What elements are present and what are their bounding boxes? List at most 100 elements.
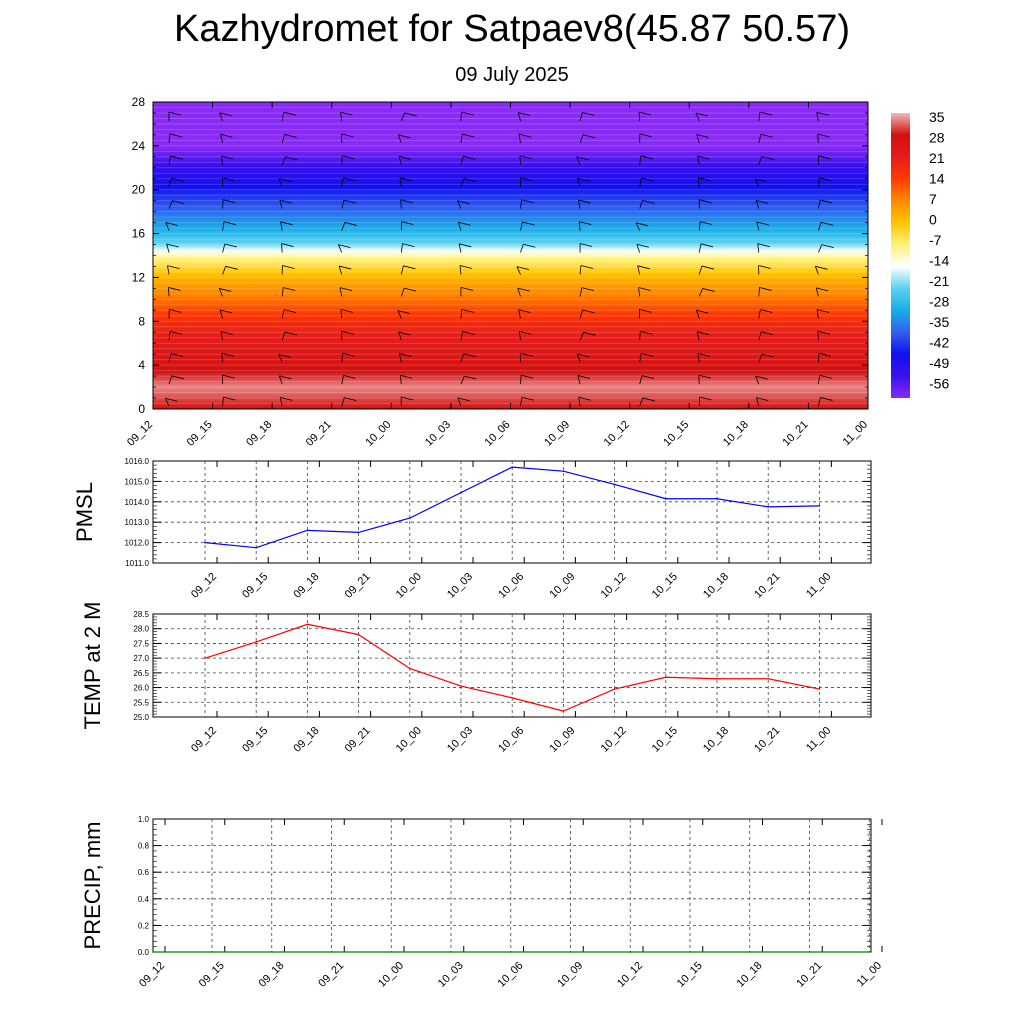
- wind-barb: [168, 155, 172, 165]
- data-point: [716, 677, 718, 680]
- y-tick-label: 0.0: [138, 948, 150, 957]
- wind-barb: [758, 156, 763, 165]
- x-tick-label: 09_18: [291, 571, 321, 601]
- wind-barb-flag: [339, 265, 352, 270]
- x-tick-label: 09_18: [257, 960, 287, 990]
- x-tick-label: 10_21: [752, 725, 782, 755]
- wind-barb-flag: [583, 331, 596, 336]
- x-tick-label: 09_15: [185, 419, 215, 449]
- wind-barb-flag: [579, 243, 593, 247]
- y-tick-label: 1.0: [138, 815, 150, 824]
- wind-barb: [397, 310, 402, 319]
- precip-panel: 0.0 0.2 0.4 0.6 0.8 1.0 09_12 09_15 09_18 09_21 10…: [80, 815, 884, 990]
- wind-barb: [636, 244, 641, 253]
- wind-barb-flag: [576, 353, 590, 358]
- wind-barb: [341, 375, 344, 385]
- wind-barb: [579, 332, 584, 341]
- wind-barb: [639, 397, 644, 407]
- wind-barb-flag: [221, 352, 234, 357]
- data-point: [818, 688, 821, 690]
- wind-barb-flag: [222, 199, 236, 204]
- wind-barb-flag: [279, 375, 292, 380]
- data-point: [357, 531, 360, 534]
- wind-barb-flag: [340, 309, 353, 313]
- data-point: [391, 951, 393, 953]
- wind-barb: [220, 331, 223, 341]
- wind-barb-flag: [168, 111, 181, 116]
- wind-barb-flag: [756, 397, 769, 401]
- wind-barb: [579, 112, 583, 122]
- wind-barb: [459, 265, 462, 275]
- wind-barb-flag: [642, 397, 655, 402]
- wind-barb-flag: [761, 156, 774, 160]
- wind-barb: [279, 397, 283, 407]
- wind-barb-flag: [516, 266, 529, 271]
- y-tick-label: 27.0: [133, 654, 149, 663]
- wind-barb-flag: [343, 177, 356, 182]
- wind-barb: [635, 222, 641, 231]
- data-point: [613, 688, 616, 690]
- colorbar-label: 21: [929, 150, 945, 166]
- wind-barb-flag: [339, 287, 353, 292]
- wind-barb: [281, 112, 285, 122]
- wind-barb-flag: [519, 155, 532, 160]
- wind-barb: [398, 331, 402, 341]
- wind-barb-flag: [641, 375, 655, 379]
- data-point: [665, 497, 667, 500]
- wind-barb: [460, 309, 463, 319]
- wind-barb: [695, 112, 700, 122]
- data-point: [562, 710, 565, 712]
- wind-barb: [696, 331, 700, 341]
- wind-barb: [576, 156, 581, 165]
- y-axis-label: PRECIP, mm: [80, 822, 105, 950]
- wind-barb-flag: [816, 287, 829, 292]
- wind-barb-flag: [518, 133, 532, 138]
- x-tick-label: 10_06: [496, 725, 526, 755]
- x-tick-label: 09_21: [343, 725, 373, 755]
- wind-barb: [518, 134, 521, 143]
- wind-barb: [816, 309, 819, 319]
- wind-barb: [400, 112, 405, 122]
- data-point: [409, 517, 411, 519]
- x-tick-label: 10_06: [496, 960, 526, 990]
- wind-barb-flag: [756, 221, 769, 226]
- wind-barb-flag: [641, 352, 654, 357]
- panel-frame: [152, 613, 872, 718]
- wind-barb: [168, 375, 173, 385]
- y-tick-label: 1012.0: [125, 539, 150, 548]
- data-point: [331, 951, 334, 953]
- wind-barb: [695, 310, 700, 319]
- wind-barb-flag: [457, 200, 470, 205]
- wind-barb-flag: [219, 309, 233, 314]
- wind-barb: [168, 178, 172, 187]
- wind-barb-flag: [820, 221, 834, 226]
- wind-barb: [340, 309, 343, 319]
- x-tick-label: 10_06: [483, 419, 513, 449]
- wind-barb: [458, 243, 462, 253]
- wind-barb: [220, 155, 223, 165]
- wind-barb: [577, 199, 581, 209]
- wind-barb-flag: [577, 177, 590, 182]
- wind-barb-flag: [636, 243, 649, 248]
- wind-barb: [165, 398, 170, 407]
- wind-barb-flag: [635, 222, 649, 227]
- x-tick-label: 10_21: [780, 419, 810, 449]
- wind-barb: [698, 221, 701, 231]
- wind-barb-flag: [404, 112, 417, 117]
- x-tick-label: 10_03: [423, 419, 453, 449]
- wind-barb: [460, 133, 463, 143]
- wind-barb-flag: [578, 199, 591, 204]
- colorbar-label: 28: [929, 130, 945, 146]
- wind-barb-flag: [521, 396, 535, 401]
- data-point: [306, 623, 309, 626]
- wind-barb-flag: [580, 265, 594, 269]
- wind-barb-flag: [399, 177, 412, 182]
- wind-barb-flag: [282, 265, 295, 269]
- wind-barb-flag: [697, 352, 710, 357]
- wind-barb-flag: [582, 112, 595, 116]
- wind-barb: [281, 309, 285, 319]
- y-axis-label: TEMP at 2 M: [80, 602, 105, 730]
- wind-barb: [281, 243, 283, 253]
- x-tick-label: 10_18: [701, 725, 731, 755]
